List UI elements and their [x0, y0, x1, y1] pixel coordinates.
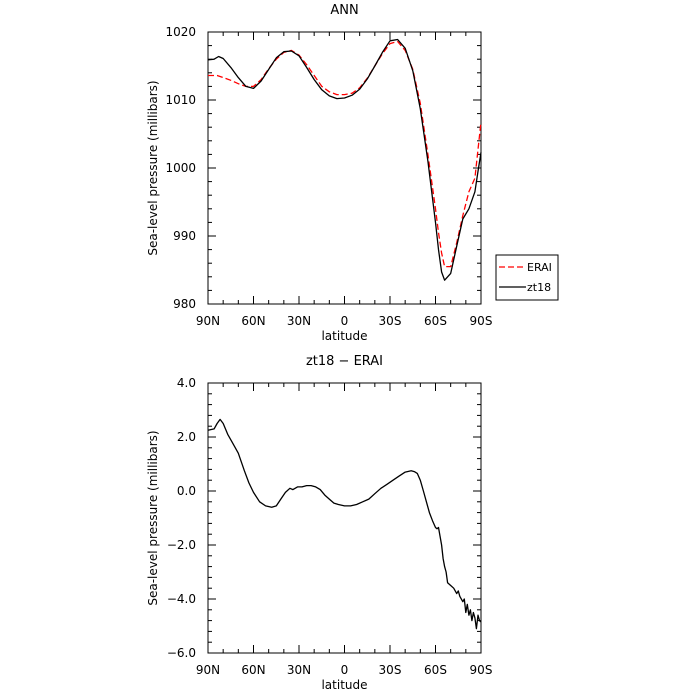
x-tick-label: 30S: [379, 314, 402, 328]
x-axis-label: latitude: [321, 329, 367, 343]
plot-frame: [207, 382, 482, 654]
x-tick-label: 90N: [196, 663, 220, 677]
chart-title: zt18 − ERAI: [306, 354, 383, 369]
x-tick-label: 30N: [287, 314, 311, 328]
y-tick-label: −2.0: [167, 538, 196, 552]
x-tick-label: 60N: [241, 663, 265, 677]
legend-label: zt18: [527, 281, 551, 294]
x-tick-label: 90S: [470, 314, 493, 328]
y-axis-label: Sea-level pressure (millibars): [146, 430, 160, 605]
series-line-zt18: [207, 38, 482, 281]
y-tick-label: −4.0: [167, 592, 196, 606]
legend-label: ERAI: [527, 261, 552, 274]
x-tick-label: 90N: [196, 314, 220, 328]
y-tick-label: 1020: [165, 25, 196, 39]
y-tick-label: 990: [173, 229, 196, 243]
series-line-erai: [208, 40, 482, 268]
x-tick-label: 60S: [424, 663, 447, 677]
y-axis-label: Sea-level pressure (millibars): [146, 80, 160, 255]
x-tick-label: 0: [341, 663, 349, 677]
x-tick-label: 30N: [287, 663, 311, 677]
chart-title: ANN: [330, 3, 358, 18]
legend-box: [495, 254, 559, 301]
y-tick-label: 4.0: [177, 376, 196, 390]
y-tick-label: 980: [173, 297, 196, 311]
y-tick-label: −6.0: [167, 646, 196, 660]
x-tick-label: 60N: [241, 314, 265, 328]
series-line: [207, 418, 482, 630]
x-tick-label: 60S: [424, 314, 447, 328]
y-tick-label: 1000: [165, 161, 196, 175]
x-axis-label: latitude: [321, 678, 367, 692]
x-tick-label: 30S: [379, 663, 402, 677]
y-tick-label: 1010: [165, 93, 196, 107]
x-tick-label: 90S: [470, 663, 493, 677]
y-tick-label: 0.0: [177, 484, 196, 498]
x-tick-label: 0: [341, 314, 349, 328]
y-tick-label: 2.0: [177, 430, 196, 444]
